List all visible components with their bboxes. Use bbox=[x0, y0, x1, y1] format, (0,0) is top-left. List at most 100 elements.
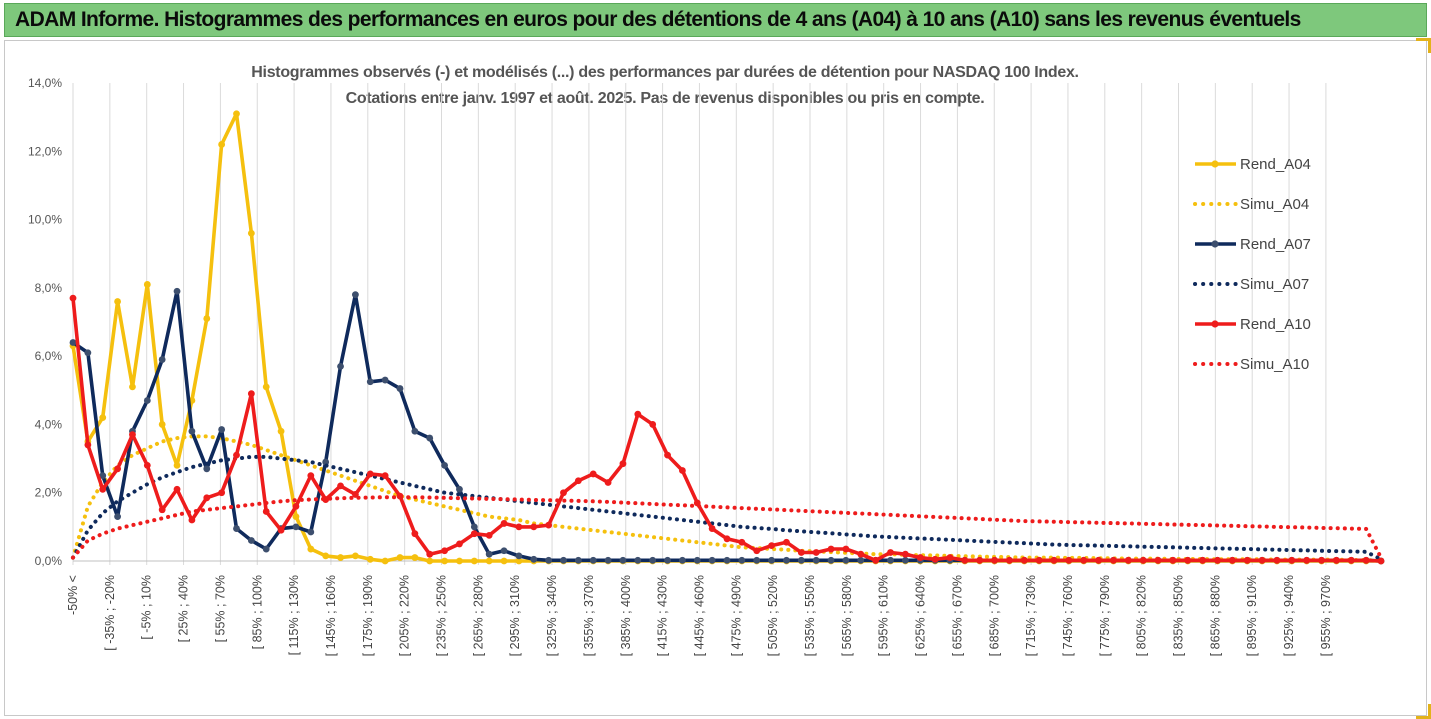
x-tick-label: [ 205% ; 220% bbox=[398, 575, 412, 656]
point-rend-a07 bbox=[753, 556, 761, 564]
point-rend-a04 bbox=[262, 383, 270, 391]
point-rend-a10 bbox=[114, 465, 121, 473]
point-rend-a10 bbox=[530, 523, 538, 531]
point-rend-a10 bbox=[233, 451, 240, 459]
point-rend-a10 bbox=[1288, 556, 1296, 564]
point-rend-a10 bbox=[604, 479, 612, 486]
point-rend-a10 bbox=[1020, 556, 1028, 564]
legend: Rend_A04 Simu_A04 Rend_A07 Simu_A07 Rend_A10… bbox=[1193, 156, 1311, 373]
point-rend-a10 bbox=[1214, 556, 1221, 564]
point-rend-a07 bbox=[218, 426, 226, 433]
x-tick-label: [ 505% ; 520% bbox=[766, 575, 780, 656]
point-rend-a07 bbox=[203, 465, 211, 473]
point-rend-a07 bbox=[634, 556, 642, 564]
point-rend-a10 bbox=[1243, 556, 1251, 564]
point-rend-a10 bbox=[545, 521, 553, 529]
x-tick-label: [ 415% ; 430% bbox=[656, 575, 670, 656]
point-rend-a10 bbox=[664, 451, 671, 459]
x-tick-label: [ 115% ; 130% bbox=[287, 575, 301, 655]
point-rend-a10 bbox=[188, 516, 196, 524]
point-rend-a10 bbox=[426, 550, 434, 558]
x-tick-label: [ 55% ; 70% bbox=[213, 575, 227, 642]
grid-lines bbox=[72, 83, 1381, 565]
point-rend-a07 bbox=[723, 556, 731, 564]
point-rend-a10 bbox=[961, 556, 969, 564]
point-rend-a10 bbox=[634, 410, 642, 418]
point-rend-a07 bbox=[708, 556, 716, 564]
legend-marker-rend-a07 bbox=[1211, 240, 1219, 248]
x-tick-label: [ -5% ; 10% bbox=[140, 575, 154, 640]
x-tick-label: [ 565% ; 580% bbox=[840, 575, 854, 656]
point-rend-a10 bbox=[574, 477, 582, 485]
x-tick-label: [ 265% ; 280% bbox=[471, 575, 485, 656]
point-rend-a07 bbox=[441, 462, 448, 469]
y-axis-ticks: 0,0% 2,0% 4,0% 6,0% 8,0% 10,0% 12,0% 14,0% bbox=[28, 76, 62, 568]
point-rend-a04 bbox=[426, 557, 434, 565]
point-rend-a07 bbox=[857, 556, 865, 564]
series-line-rend-a04 bbox=[71, 111, 1381, 563]
series-line-simu-a10 bbox=[71, 495, 1383, 560]
point-rend-a10 bbox=[1139, 556, 1147, 564]
y-tick-label: 2,0% bbox=[35, 486, 63, 500]
point-rend-a10 bbox=[470, 530, 478, 538]
point-rend-a07 bbox=[233, 525, 240, 532]
resize-handle-bottom[interactable] bbox=[1416, 704, 1431, 719]
point-rend-a07 bbox=[693, 556, 701, 564]
point-rend-a10 bbox=[901, 550, 909, 558]
point-rend-a10 bbox=[1154, 556, 1162, 564]
point-rend-a07 bbox=[470, 523, 478, 531]
point-rend-a10 bbox=[812, 549, 820, 556]
point-rend-a10 bbox=[723, 535, 731, 543]
point-rend-a07 bbox=[664, 556, 671, 564]
point-rend-a07 bbox=[352, 291, 359, 299]
point-rend-a07 bbox=[292, 523, 300, 531]
point-rend-a04 bbox=[485, 557, 493, 565]
legend-label-simu-a04: Simu_A04 bbox=[1240, 196, 1309, 213]
point-rend-a10 bbox=[1362, 556, 1370, 564]
chart-subtitle-line: Cotations entre janv. 1997 et août. 2025… bbox=[345, 90, 985, 107]
y-tick-label: 6,0% bbox=[35, 349, 63, 363]
point-rend-a07 bbox=[247, 537, 255, 544]
report-banner: ADAM Informe. Histogrammes des performan… bbox=[4, 3, 1427, 37]
point-rend-a10 bbox=[1347, 556, 1355, 564]
point-rend-a07 bbox=[649, 556, 657, 564]
point-rend-a04 bbox=[337, 554, 344, 561]
point-rend-a07 bbox=[411, 427, 419, 435]
point-rend-a10 bbox=[708, 525, 716, 532]
point-rend-a10 bbox=[247, 390, 255, 398]
point-rend-a07 bbox=[143, 397, 151, 404]
point-rend-a10 bbox=[158, 506, 166, 514]
point-rend-a10 bbox=[1228, 556, 1236, 564]
point-rend-a10 bbox=[292, 502, 300, 510]
point-rend-a10 bbox=[1065, 556, 1073, 564]
x-tick-label: [ 805% ; 820% bbox=[1135, 575, 1149, 656]
chart-frame bbox=[4, 40, 1427, 716]
resize-handle-top[interactable] bbox=[1416, 38, 1431, 53]
point-rend-a10 bbox=[649, 421, 657, 428]
y-tick-label: 12,0% bbox=[28, 144, 62, 158]
x-tick-label: [ 895% ; 910% bbox=[1245, 575, 1259, 656]
series-line-rend-a10 bbox=[71, 297, 1382, 563]
x-tick-label: [ 955% ; 970% bbox=[1319, 575, 1333, 656]
point-rend-a10 bbox=[1273, 556, 1281, 564]
y-tick-label: 0,0% bbox=[35, 554, 63, 568]
point-rend-a10 bbox=[589, 470, 597, 478]
point-rend-a07 bbox=[173, 287, 181, 295]
x-tick-label: [ 775% ; 790% bbox=[1098, 575, 1112, 656]
point-rend-a07 bbox=[485, 550, 493, 558]
point-rend-a07 bbox=[337, 362, 344, 370]
point-rend-a04 bbox=[247, 229, 255, 237]
point-rend-a04 bbox=[114, 298, 121, 305]
x-tick-label: [ 865% ; 880% bbox=[1208, 575, 1222, 656]
point-rend-a04 bbox=[203, 315, 211, 322]
point-rend-a07 bbox=[545, 556, 553, 564]
x-tick-label: [ 175% ; 190% bbox=[361, 575, 375, 656]
legend-label-simu-a10: Simu_A10 bbox=[1240, 356, 1309, 373]
point-rend-a07 bbox=[901, 556, 909, 564]
point-rend-a10 bbox=[916, 554, 924, 561]
x-tick-label: [ 745% ; 760% bbox=[1061, 575, 1075, 656]
point-rend-a07 bbox=[619, 556, 627, 564]
point-rend-a07 bbox=[679, 556, 686, 564]
point-rend-a07 bbox=[574, 556, 582, 564]
